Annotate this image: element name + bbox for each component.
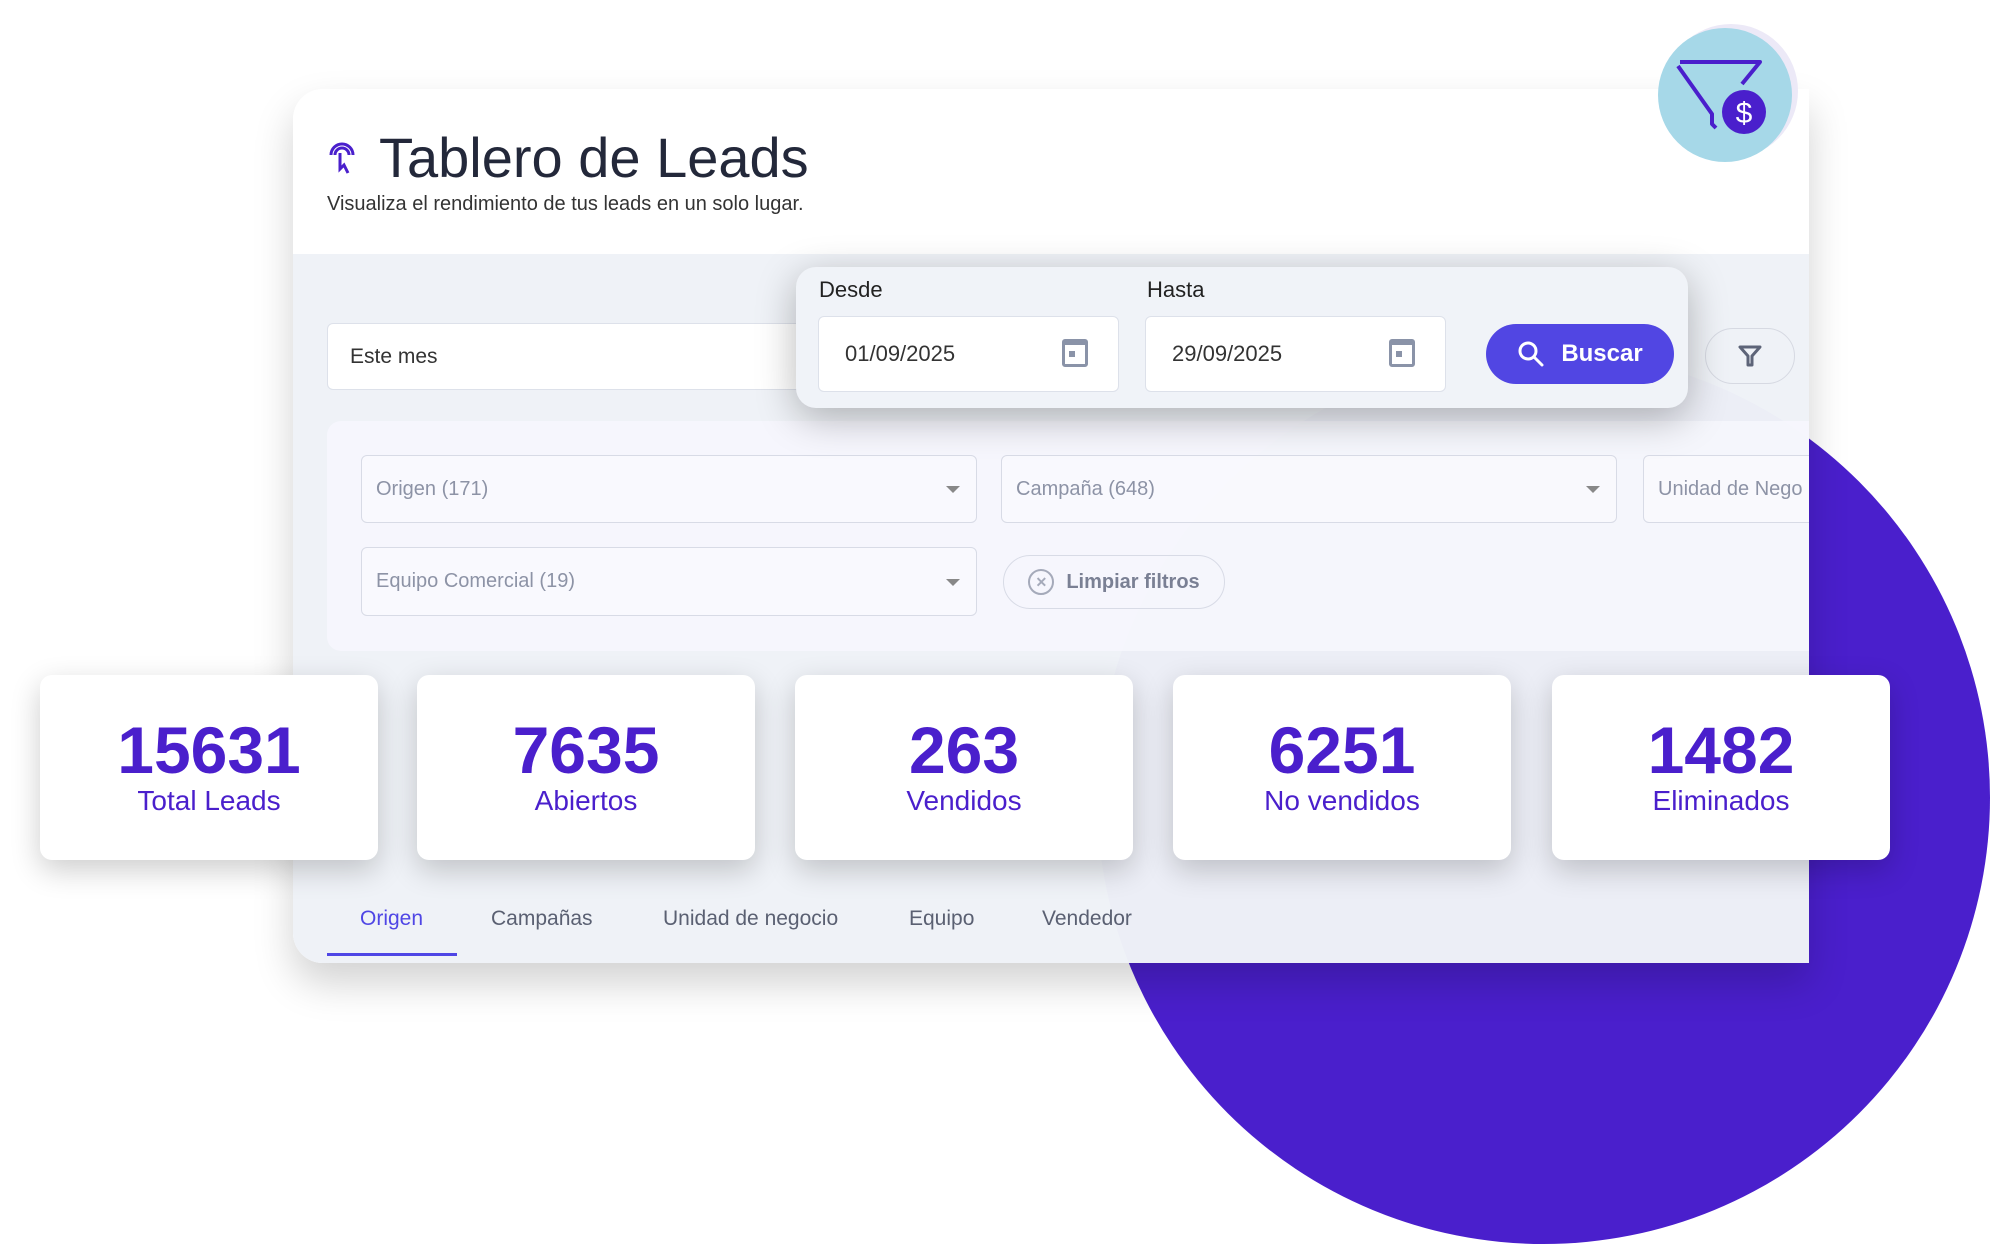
search-button[interactable]: Buscar [1486,324,1674,384]
chevron-down-icon [946,578,960,586]
from-date-input[interactable]: 01/09/2025 [818,316,1119,392]
svg-text:$: $ [1736,97,1753,130]
filter-icon [1738,345,1762,367]
stat-value: 1482 [1647,713,1795,787]
unidad-select[interactable]: Unidad de Nego [1643,455,1809,523]
campana-select[interactable]: Campaña (648) [1001,455,1617,523]
stat-label: Eliminados [1652,785,1790,816]
stat-label: Total Leads [137,785,281,816]
unidad-label: Unidad de Nego [1658,477,1803,500]
active-tab-indicator [327,953,457,956]
stat-label: No vendidos [1264,785,1420,816]
from-label: Desde [819,277,883,302]
stat-label: Abiertos [534,785,638,816]
to-date-input[interactable]: 29/09/2025 [1145,316,1446,392]
page-title: Tablero de Leads [379,126,809,189]
clear-filters-label: Limpiar filtros [1066,570,1200,593]
funnel-dollar-badge: $ [1658,28,1792,162]
stat-value: 15631 [117,713,301,787]
filter-toggle-button[interactable] [1705,328,1795,384]
campana-label: Campaña (648) [1016,477,1155,500]
clear-filters-button[interactable]: ✕ Limpiar filtros [1003,555,1225,609]
stat-card-abiertos: 7635 Abiertos [417,675,755,860]
to-label: Hasta [1147,277,1205,302]
stat-value: 263 [908,713,1020,787]
calendar-icon[interactable] [1389,339,1415,367]
stat-card-vendidos: 263 Vendidos [795,675,1133,860]
filters-card [327,421,1809,651]
stat-label: Vendidos [906,785,1022,816]
calendar-icon[interactable] [1062,339,1088,367]
stat-card-no-vendidos: 6251 No vendidos [1173,675,1511,860]
tab-vendedor[interactable]: Vendedor [1042,907,1132,930]
stat-value: 7635 [512,713,660,787]
stat-value: 6251 [1268,713,1416,787]
search-icon [1518,341,1544,367]
origen-label: Origen (171) [376,477,489,500]
to-date-value: 29/09/2025 [1172,341,1283,366]
touch-icon [329,142,355,174]
tab-campanas[interactable]: Campañas [491,907,593,930]
period-select[interactable]: Este mes [327,323,867,390]
equipo-select[interactable]: Equipo Comercial (19) [361,547,977,616]
date-range-popup: Desde Hasta 01/09/2025 29/09/2025 Buscar [796,267,1688,408]
tab-origen[interactable]: Origen [360,907,424,930]
tab-equipo[interactable]: Equipo [909,907,975,930]
equipo-label: Equipo Comercial (19) [376,570,575,592]
close-circle-icon: ✕ [1028,569,1055,595]
stat-card-eliminados: 1482 Eliminados [1552,675,1890,860]
chevron-down-icon [1586,486,1600,493]
from-date-value: 01/09/2025 [845,341,956,366]
chevron-down-icon [946,486,960,493]
tab-unidad-negocio[interactable]: Unidad de negocio [663,907,839,930]
origen-select[interactable]: Origen (171) [361,455,977,523]
stat-card-total: 15631 Total Leads [40,675,378,860]
page-subtitle: Visualiza el rendimiento de tus leads en… [327,193,804,215]
funnel-dollar-icon: $ [1676,60,1766,134]
search-label: Buscar [1561,340,1643,367]
